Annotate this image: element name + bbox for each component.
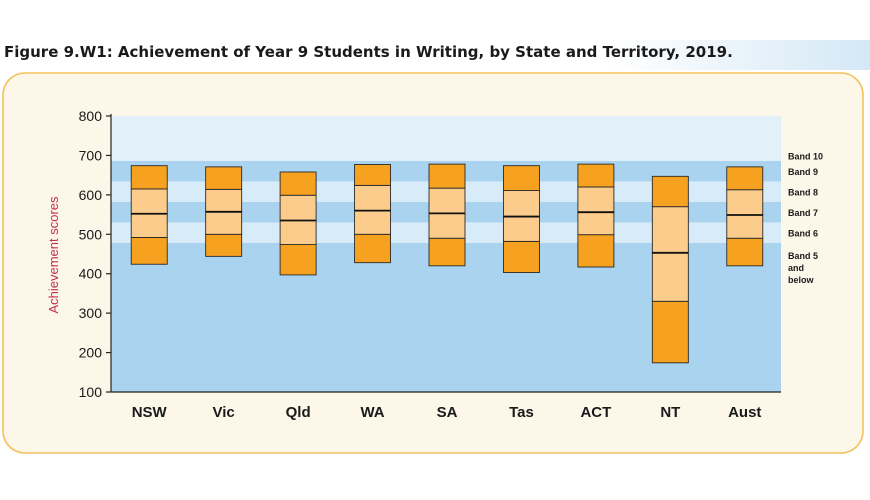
bar-segment bbox=[502, 165, 540, 191]
band-region bbox=[111, 116, 781, 161]
x-tick-label: NSW bbox=[132, 404, 168, 421]
y-tick-label: 300 bbox=[79, 305, 103, 321]
band-label: Band 7 bbox=[788, 208, 818, 218]
bar-segment bbox=[130, 165, 168, 190]
bar-segment bbox=[726, 237, 764, 267]
bar-segment bbox=[354, 210, 392, 235]
bar-segment bbox=[205, 188, 243, 213]
bar-segment bbox=[279, 244, 317, 276]
bar-segment bbox=[726, 166, 764, 191]
y-axis-label: Achievement scores bbox=[46, 196, 61, 314]
bar-segment bbox=[577, 211, 615, 236]
y-tick-label: 600 bbox=[79, 187, 103, 203]
y-tick-label: 800 bbox=[79, 108, 103, 124]
bar-segment bbox=[577, 163, 615, 188]
bar-segment bbox=[651, 206, 689, 254]
bar-segment bbox=[130, 188, 168, 215]
band-label: Band 9 bbox=[788, 167, 818, 177]
y-tick-label: 100 bbox=[79, 384, 103, 400]
bar-segment bbox=[354, 233, 392, 264]
bar-segment bbox=[205, 233, 243, 257]
figure-title-bar bbox=[0, 40, 870, 70]
x-tick-label: Qld bbox=[286, 404, 311, 421]
x-tick-label: WA bbox=[360, 404, 384, 421]
band-label: Band 8 bbox=[788, 188, 818, 198]
figure-title: Figure 9.W1: Achievement of Year 9 Stude… bbox=[4, 43, 733, 61]
y-tick-label: 200 bbox=[79, 345, 103, 361]
bar-segment bbox=[428, 212, 466, 239]
bar-segment bbox=[130, 236, 168, 265]
bar-segment bbox=[651, 300, 689, 364]
bar-segment bbox=[428, 237, 466, 267]
bar-segment bbox=[651, 175, 689, 208]
bar-segment bbox=[502, 190, 540, 217]
bar-segment bbox=[279, 194, 317, 221]
bar-segment bbox=[354, 164, 392, 186]
bar-segment bbox=[577, 186, 615, 213]
y-tick-label: 700 bbox=[79, 147, 103, 163]
bar-segment bbox=[577, 234, 615, 268]
bar-segment bbox=[428, 187, 466, 214]
bar-segment bbox=[726, 214, 764, 239]
x-tick-label: SA bbox=[437, 404, 458, 421]
axis-layer: 100 200 300 400 500 600 700 800 NSW Vic Qld WA SA Tas… bbox=[79, 108, 781, 421]
bar-segment bbox=[279, 220, 317, 245]
bar-segment bbox=[502, 216, 540, 242]
bar-segment bbox=[130, 213, 168, 238]
bar-segment bbox=[205, 166, 243, 190]
x-tick-label: Vic bbox=[213, 404, 235, 421]
bar-segment bbox=[205, 211, 243, 235]
x-tick-label: NT bbox=[660, 404, 680, 421]
bar-segment bbox=[502, 240, 540, 273]
bar-segment bbox=[428, 163, 466, 189]
x-tick-label: Aust bbox=[728, 404, 761, 421]
band-label: Band 5 and below bbox=[788, 251, 818, 285]
bar-segment bbox=[651, 252, 689, 302]
bar-segment bbox=[354, 184, 392, 212]
x-tick-label: Tas bbox=[509, 404, 534, 421]
x-tick-label: ACT bbox=[580, 404, 611, 421]
band-label: Band 10 bbox=[788, 151, 823, 161]
y-tick-label: 500 bbox=[79, 226, 103, 242]
bar-segment bbox=[279, 171, 317, 196]
y-tick-label: 400 bbox=[79, 266, 103, 282]
bar-segment bbox=[726, 189, 764, 216]
band-label-layer: Band 10 Band 9 Band 8 Band 7 Band 6 Band 5 and… bbox=[788, 151, 823, 285]
band-label: Band 6 bbox=[788, 229, 818, 239]
bar-layer bbox=[130, 163, 764, 364]
